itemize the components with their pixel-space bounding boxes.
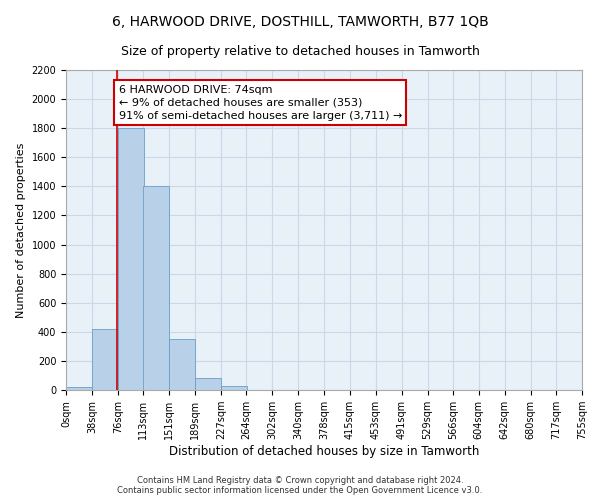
Y-axis label: Number of detached properties: Number of detached properties: [16, 142, 26, 318]
Bar: [195, 378, 221, 390]
Text: Size of property relative to detached houses in Tamworth: Size of property relative to detached ho…: [121, 45, 479, 58]
Bar: [66, 387, 92, 390]
Bar: [143, 186, 169, 390]
Text: 6, HARWOOD DRIVE, DOSTHILL, TAMWORTH, B77 1QB: 6, HARWOOD DRIVE, DOSTHILL, TAMWORTH, B7…: [112, 15, 488, 29]
Bar: [118, 128, 144, 390]
X-axis label: Distribution of detached houses by size in Tamworth: Distribution of detached houses by size …: [169, 445, 479, 458]
Bar: [221, 386, 247, 390]
Text: Contains HM Land Registry data © Crown copyright and database right 2024.
Contai: Contains HM Land Registry data © Crown c…: [118, 476, 482, 495]
Text: 6 HARWOOD DRIVE: 74sqm
← 9% of detached houses are smaller (353)
91% of semi-det: 6 HARWOOD DRIVE: 74sqm ← 9% of detached …: [119, 84, 402, 121]
Bar: [92, 329, 118, 390]
Bar: [169, 339, 195, 390]
